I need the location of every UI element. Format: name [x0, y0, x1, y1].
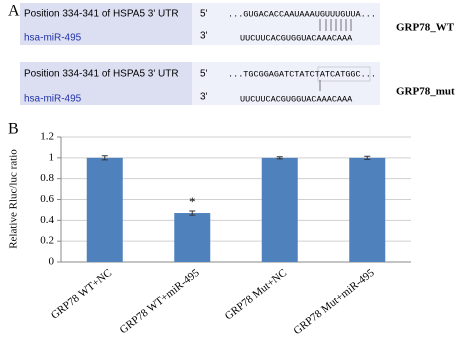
error-bar — [276, 156, 283, 160]
row-box — [20, 3, 192, 45]
bar — [261, 157, 298, 262]
x-tick-label: GRP78 Mut+NC — [223, 267, 289, 323]
error-bar — [101, 155, 108, 161]
mirna: hsa-miR-495 — [24, 94, 82, 105]
five-prime: 5' — [200, 9, 208, 20]
x-tick-label: GRP78 WT+NC — [49, 267, 114, 322]
target-seq: ...GUGACACCAAUAAAUGUUUGUUA... — [228, 9, 376, 19]
mutation-box — [317, 66, 371, 82]
bar — [174, 213, 211, 262]
x-tick-label: GRP78 Mut+miR-495 — [291, 267, 377, 338]
position: Position 334-341 of HSPA5 3' UTR — [24, 9, 179, 20]
three-prime: 3' — [200, 92, 208, 103]
bar — [349, 157, 386, 262]
panel-label: A — [8, 3, 20, 20]
construct-name: GRP78_mut — [396, 86, 455, 98]
mirna: hsa-miR-495 — [24, 33, 82, 44]
y-tick-label: 0.6 — [40, 193, 54, 205]
x-tick-label: GRP78 WT+miR-495 — [118, 267, 203, 337]
annotation: * — [189, 194, 196, 209]
y-tick-label: 1 — [49, 151, 55, 163]
y-tick-label: 0 — [49, 256, 55, 268]
panel-label: B — [8, 121, 19, 138]
y-tick-label: 0.2 — [40, 235, 54, 247]
bar — [86, 157, 123, 262]
construct-name: GRP78_WT — [396, 22, 455, 34]
pairing-lines — [319, 19, 352, 31]
row-box — [192, 3, 380, 45]
mirna-seq: UUCUUCACGUGGUACAAACAAA — [240, 33, 353, 43]
position: Position 334-341 of HSPA5 3' UTR — [24, 69, 179, 80]
y-tick-label: 0.4 — [40, 214, 54, 226]
y-tick-label: 0.8 — [40, 172, 54, 184]
row-box — [192, 62, 380, 105]
five-prime: 5' — [200, 69, 208, 80]
mirna-seq: UUCUUCACGUGGUACAAACAAA — [240, 94, 353, 104]
three-prime: 3' — [200, 31, 208, 42]
target-seq: ...TGCGGAGATCTATCTATCATGGC... — [228, 69, 376, 79]
error-bar — [189, 210, 196, 216]
row-box — [20, 62, 192, 105]
error-bar — [364, 155, 371, 160]
y-axis-label: Relative Rluc/luc ratio — [8, 149, 20, 249]
y-tick-label: 1.2 — [40, 131, 54, 143]
